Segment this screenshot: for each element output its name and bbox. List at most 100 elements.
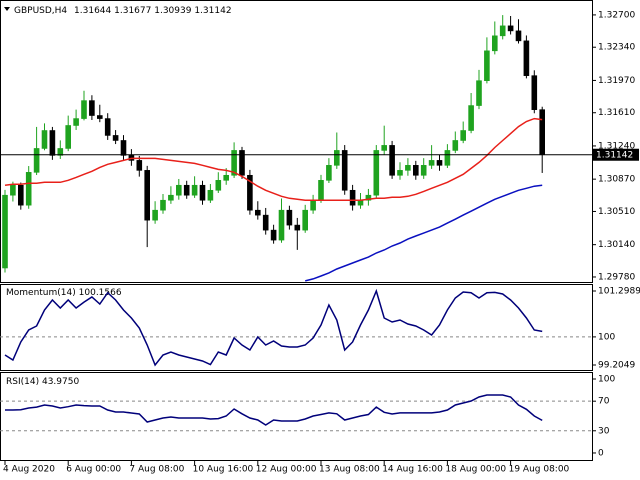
x-tick-label: 18 Aug 00:00 [445, 465, 506, 475]
close-value: 1.31142 [194, 6, 231, 16]
candle-body [436, 160, 443, 166]
y-tick-label: 1.31970 [598, 76, 635, 86]
indicator-value: 100.1566 [79, 288, 122, 298]
candle-body [247, 174, 253, 211]
candle-body [412, 165, 419, 176]
candle-body [144, 170, 150, 221]
candle-body [33, 148, 40, 173]
candle-body [2, 194, 8, 269]
candle-body [428, 160, 435, 166]
y-tick-label: 1.30510 [598, 207, 635, 217]
x-tick-label: 6 Aug 00:00 [66, 465, 121, 475]
current-price-label: 1.31142 [596, 151, 633, 161]
candle-body [120, 140, 127, 156]
candle-body [255, 209, 261, 216]
candle-body [223, 174, 229, 181]
candle-body [239, 150, 245, 176]
y-tick-label: 1.32700 [598, 10, 635, 20]
candle-body [191, 184, 198, 196]
candle-body [136, 160, 143, 171]
candle-body [49, 130, 56, 156]
candle-body [452, 140, 459, 151]
candle-body [183, 184, 190, 196]
candle-body [278, 209, 285, 241]
y-tick-label: 1.30870 [598, 175, 635, 185]
candle-body [373, 150, 380, 196]
low-value: 1.30939 [154, 6, 191, 16]
candle-body [326, 165, 332, 181]
candle-body [499, 25, 506, 37]
symbol: GBPUSD,H4 [14, 6, 67, 16]
candle-body [333, 150, 340, 166]
x-tick-label: 14 Aug 16:00 [382, 465, 443, 475]
candle-body [207, 189, 214, 201]
chart-header: GBPUSD,H4 1.31644 1.31677 1.30939 1.3114… [14, 6, 232, 16]
candle-body [302, 209, 309, 231]
candle-body [97, 115, 103, 119]
y-tick-label: 1.30140 [598, 240, 635, 250]
candle-body [286, 209, 293, 226]
y-tick-label: 101.2989 [598, 287, 640, 297]
y-tick-label: 30 [598, 426, 610, 436]
y-tick-label: 1.32340 [598, 43, 635, 53]
candle-body [17, 184, 24, 206]
menu-arrow [4, 7, 10, 11]
candle-body [104, 118, 111, 136]
current-price-box [593, 148, 639, 161]
candle-body [318, 180, 324, 201]
candle-body [310, 199, 316, 211]
candle-body [349, 189, 356, 206]
x-tick-label: 4 Aug 2020 [3, 465, 55, 475]
candle-body [41, 130, 48, 149]
candle-body [199, 184, 206, 201]
candle-body [25, 172, 32, 206]
y-tick-label: 99.2049 [598, 360, 635, 370]
candle-body [160, 199, 166, 211]
y-tick-label: 1.29780 [598, 272, 635, 282]
momentum-title: Momentum(14) 100.1566 [6, 288, 122, 298]
x-tick-label: 13 Aug 08:00 [319, 465, 380, 475]
candle-body [341, 150, 348, 191]
candle-body [152, 209, 158, 221]
y-tick-label: 100 [598, 374, 615, 384]
candle-body [365, 194, 372, 201]
indicator-line [305, 184, 543, 282]
x-tick-label: 7 Aug 08:00 [129, 465, 184, 475]
candle-body [357, 199, 364, 206]
indicator-line [4, 117, 543, 201]
open-value: 1.31644 [74, 6, 111, 16]
y-tick-label: 1.31240 [598, 141, 635, 151]
x-tick-label: 19 Aug 08:00 [509, 465, 570, 475]
indicator-name: RSI(14) [6, 377, 39, 387]
y-tick-label: 100 [598, 332, 615, 342]
candle-body [81, 100, 87, 119]
candle-body [507, 25, 514, 32]
candle-body [73, 118, 79, 126]
indicator-line [5, 394, 543, 426]
candle-body [484, 50, 490, 81]
momentum-panel [0, 284, 593, 371]
candle-body [65, 125, 71, 149]
y-tick-label: 0 [598, 448, 604, 458]
rsi-title: RSI(14) 43.9750 [6, 377, 79, 387]
candle-body [515, 30, 522, 42]
candle-body [294, 224, 301, 231]
candle-body [397, 170, 403, 176]
candle-body [57, 148, 64, 156]
candle-body [215, 180, 222, 191]
candle-body [381, 145, 388, 151]
candle-body [420, 165, 427, 176]
candle-body [10, 184, 16, 196]
candle-body [539, 109, 546, 156]
y-tick-label: 1.31610 [598, 108, 635, 118]
price-panel [0, 0, 593, 283]
y-tick-label: 70 [598, 397, 610, 407]
candle-body [231, 150, 237, 176]
candle-body [270, 229, 277, 241]
candle-body [89, 100, 95, 116]
candle-body [405, 165, 411, 171]
x-tick-label: 10 Aug 16:00 [193, 465, 254, 475]
candle-body [476, 80, 482, 106]
